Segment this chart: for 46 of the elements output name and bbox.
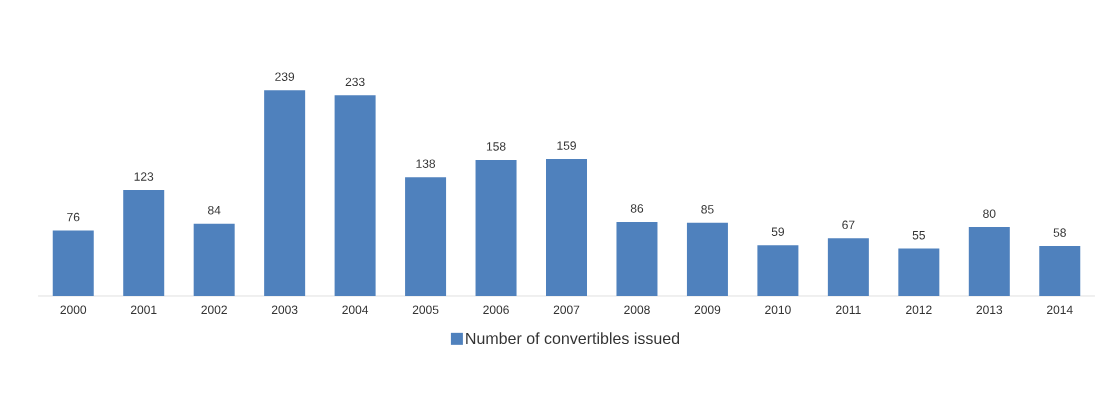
x-tick-label: 2014: [1047, 305, 1073, 315]
data-label: 123: [134, 172, 154, 181]
data-label: 55: [912, 231, 925, 240]
x-tick-label: 2010: [765, 305, 791, 315]
bar: [827, 238, 869, 296]
data-label: 80: [983, 209, 996, 218]
data-label: 76: [67, 212, 80, 222]
x-tick-label: 2004: [342, 305, 369, 315]
x-tick-label: 2005: [412, 305, 439, 315]
x-tick-label: 2002: [201, 305, 227, 315]
bar: [405, 177, 447, 296]
x-tick-label: 2009: [694, 305, 721, 315]
data-label: 58: [1053, 228, 1066, 237]
x-tick-label: 2007: [553, 305, 580, 315]
data-label: 239: [275, 72, 295, 81]
bar: [264, 90, 306, 296]
x-tick-label: 2011: [836, 305, 861, 315]
data-label: 86: [630, 204, 644, 213]
bar: [616, 221, 658, 296]
x-tick-label: 2008: [624, 305, 650, 315]
bar: [757, 245, 799, 296]
legend-label: Number of convertibles issued: [466, 332, 680, 345]
data-label: 233: [345, 77, 365, 87]
data-label: 158: [486, 142, 506, 151]
bar: [475, 159, 517, 296]
bar: [546, 159, 587, 296]
x-tick-label: 2003: [271, 305, 298, 315]
bar: [898, 248, 940, 296]
data-label: 85: [701, 205, 714, 214]
bar: [686, 222, 728, 296]
bar: [52, 230, 94, 296]
data-label: 138: [416, 159, 436, 168]
bar: [334, 95, 376, 296]
bar: [1039, 246, 1081, 296]
x-tick-label: 2001: [130, 305, 157, 315]
x-tick-label: 2006: [483, 305, 509, 315]
bar: [968, 227, 1010, 296]
data-label: 67: [842, 220, 855, 230]
bar: [123, 190, 165, 296]
bar: [193, 223, 235, 296]
data-label: 159: [557, 141, 576, 150]
data-label: 59: [771, 227, 784, 236]
x-tick-label: 2013: [976, 305, 1003, 315]
x-tick-label: 2012: [906, 305, 932, 315]
data-label: 84: [208, 205, 221, 215]
x-tick-label: 2000: [60, 305, 87, 315]
